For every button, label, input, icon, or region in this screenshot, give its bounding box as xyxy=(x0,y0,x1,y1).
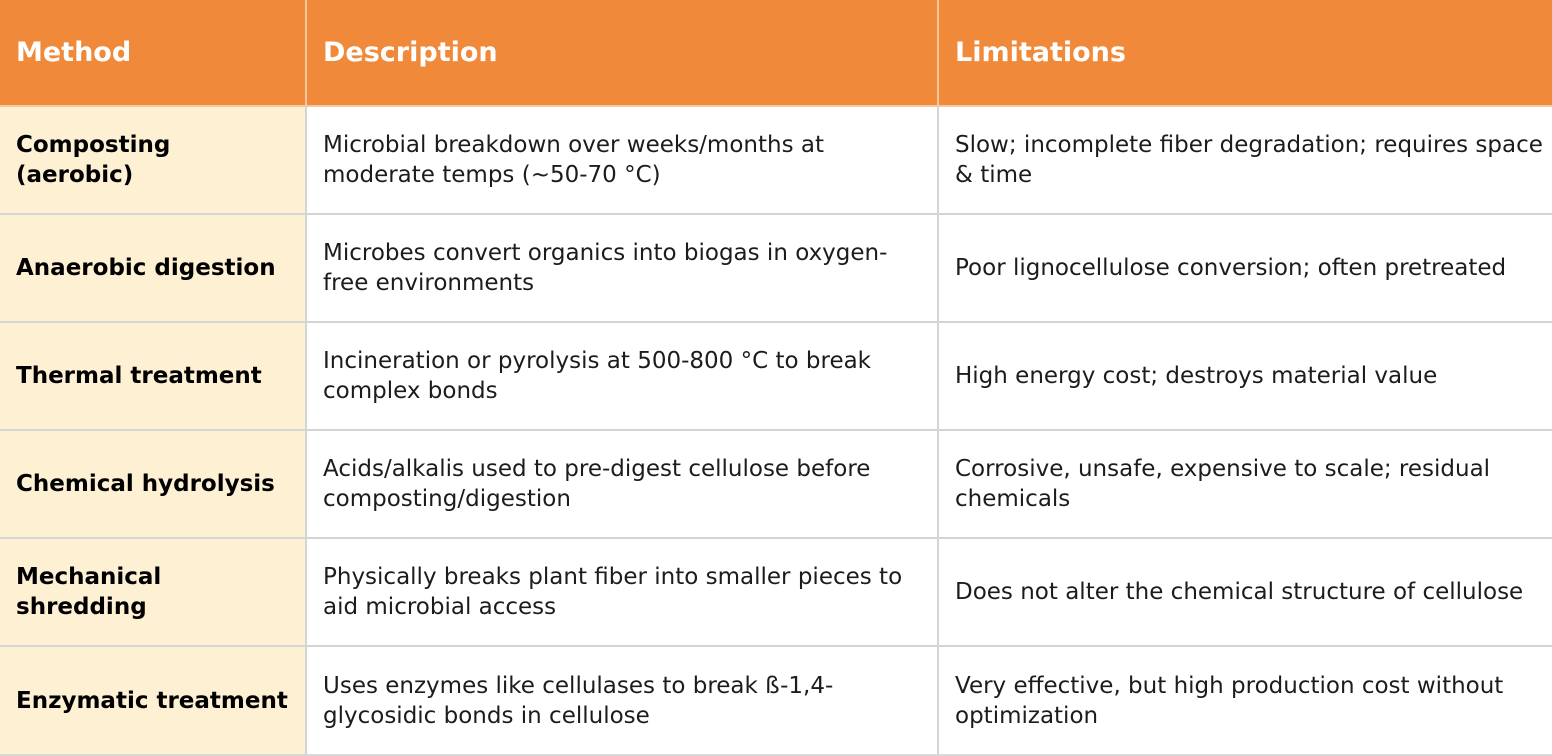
limitations-cell: High energy cost; destroys material valu… xyxy=(937,321,1552,431)
description-cell: Incineration or pyrolysis at 500-800 °C … xyxy=(305,321,939,431)
description-cell: Microbes convert organics into biogas in… xyxy=(305,213,939,323)
method-cell: Mechanical shredding xyxy=(0,537,307,647)
header-method: Method xyxy=(0,0,307,107)
description-cell: Uses enzymes like cellulases to break ß-… xyxy=(305,645,939,754)
table-row: Anaerobic digestion Microbes convert org… xyxy=(0,213,1552,323)
limitations-cell: Slow; incomplete fiber degradation; requ… xyxy=(937,105,1552,215)
table-row: Mechanical shredding Physically breaks p… xyxy=(0,537,1552,647)
limitations-cell: Does not alter the chemical structure of… xyxy=(937,537,1552,647)
table-header: Method Description Limitations xyxy=(0,0,1552,107)
method-cell: Thermal treatment xyxy=(0,321,307,431)
limitations-cell: Corrosive, unsafe, expensive to scale; r… xyxy=(937,429,1552,539)
table-row: Composting (aerobic) Microbial breakdown… xyxy=(0,105,1552,215)
table-row: Chemical hydrolysis Acids/alkalis used t… xyxy=(0,429,1552,539)
method-cell: Enzymatic treatment xyxy=(0,645,307,754)
header-row: Method Description Limitations xyxy=(0,0,1552,107)
table-row: Enzymatic treatment Uses enzymes like ce… xyxy=(0,645,1552,754)
table-row: Thermal treatment Incineration or pyroly… xyxy=(0,321,1552,431)
limitations-cell: Very effective, but high production cost… xyxy=(937,645,1552,754)
method-cell: Anaerobic digestion xyxy=(0,213,307,323)
header-limitations: Limitations xyxy=(937,0,1552,107)
limitations-cell: Poor lignocellulose conversion; often pr… xyxy=(937,213,1552,323)
description-cell: Acids/alkalis used to pre-digest cellulo… xyxy=(305,429,939,539)
header-description: Description xyxy=(305,0,939,107)
description-cell: Microbial breakdown over weeks/months at… xyxy=(305,105,939,215)
method-cell: Chemical hydrolysis xyxy=(0,429,307,539)
table-body: Composting (aerobic) Microbial breakdown… xyxy=(0,105,1552,754)
method-cell: Composting (aerobic) xyxy=(0,105,307,215)
description-cell: Physically breaks plant fiber into small… xyxy=(305,537,939,647)
